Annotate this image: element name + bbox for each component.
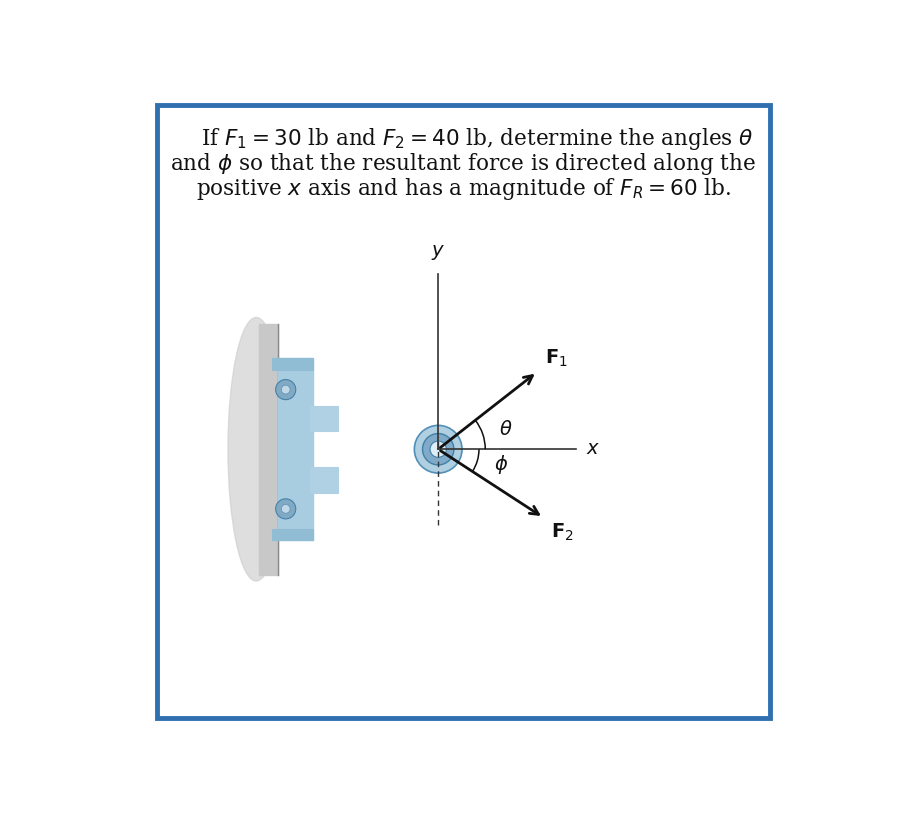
Text: If $F_1 = 30$ lb and $F_2 = 40$ lb, determine the angles $\theta$: If $F_1 = 30$ lb and $F_2 = 40$ lb, dete… [173,126,752,152]
Ellipse shape [228,317,284,581]
Bar [309,468,338,492]
Bar [278,359,312,540]
Circle shape [275,499,295,519]
Text: $x$: $x$ [585,440,600,458]
Bar [309,406,338,431]
Circle shape [281,504,290,513]
Bar [272,529,312,540]
Text: $\phi$: $\phi$ [494,453,507,476]
Bar [272,359,312,369]
Text: $\mathbf{F}_1$: $\mathbf{F}_1$ [544,347,567,369]
Circle shape [422,434,453,465]
Circle shape [275,380,295,399]
Text: positive $x$ axis and has a magnitude of $F_R = 60$ lb.: positive $x$ axis and has a magnitude of… [196,176,730,202]
Circle shape [414,425,461,473]
Circle shape [281,385,290,394]
Text: $\mathbf{F}_2$: $\mathbf{F}_2$ [551,522,573,543]
Text: $\theta$: $\theta$ [498,420,512,439]
Bar [259,324,278,575]
Text: and $\phi$ so that the resultant force is directed along the: and $\phi$ so that the resultant force i… [170,151,756,177]
Text: $y$: $y$ [431,243,445,262]
Circle shape [430,441,446,457]
